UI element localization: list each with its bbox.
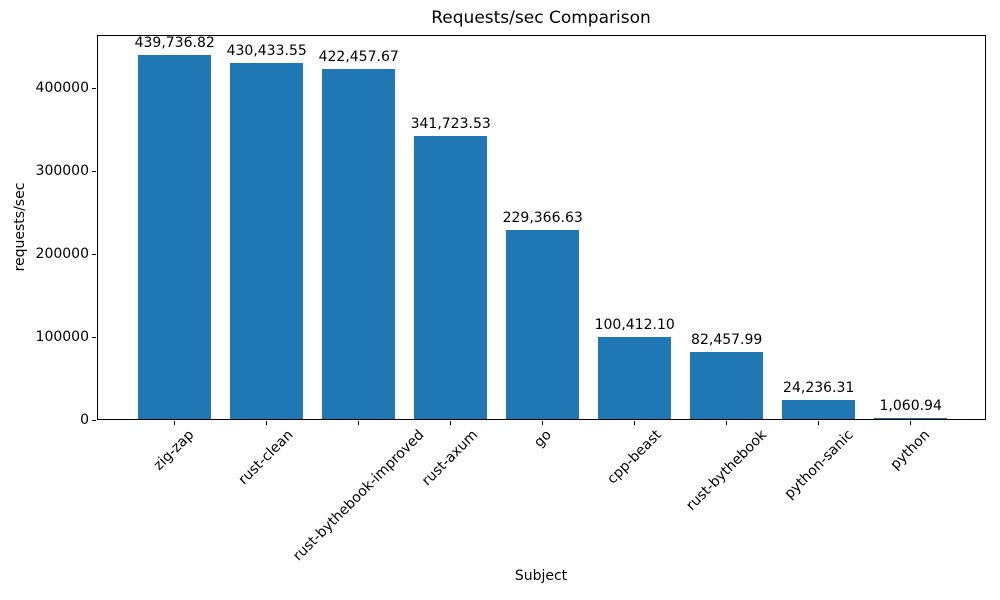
- x-axis-label: Subject: [514, 568, 568, 584]
- x-tick-label: rust-bythebook: [682, 427, 770, 514]
- bar-zig-zap: [137, 55, 212, 420]
- x-tick-label: go: [530, 427, 555, 451]
- y-tick-label: 0: [80, 411, 89, 428]
- y-tick-label: 200000: [35, 245, 89, 262]
- y-tick-mark: [92, 419, 96, 421]
- y-tick-label: 300000: [35, 162, 89, 179]
- bar-python: [873, 418, 948, 420]
- bar-value-label: 1,060.94: [879, 398, 942, 414]
- x-tick-mark: [726, 421, 728, 425]
- x-tick-label: cpp-beast: [604, 427, 665, 488]
- bar-rust-bythebook-improved: [321, 69, 396, 420]
- x-tick-mark: [358, 421, 360, 425]
- x-tick-label: rust-bythebook-improved: [289, 427, 427, 565]
- bar-rust-clean: [229, 62, 304, 420]
- bar-rust-bythebook: [689, 351, 764, 420]
- bar-value-label: 430,433.55: [226, 42, 307, 59]
- x-tick-mark: [634, 421, 636, 425]
- bar-rust-axum: [413, 136, 488, 420]
- x-tick-mark: [542, 421, 544, 425]
- x-tick-mark: [450, 421, 452, 425]
- x-tick-mark: [818, 421, 820, 425]
- bar-value-label: 422,457.67: [318, 49, 399, 66]
- x-tick-label: python: [887, 427, 934, 473]
- x-tick-label: zig-zap: [151, 427, 198, 474]
- bar-value-label: 229,366.63: [502, 209, 583, 226]
- x-tick-label: rust-clean: [235, 427, 297, 488]
- bar-value-label: 341,723.53: [410, 116, 491, 133]
- x-tick-label: python-sanic: [780, 427, 857, 503]
- bar-value-label: 24,236.31: [783, 379, 855, 396]
- x-tick-mark: [174, 421, 176, 425]
- y-tick-label: 100000: [35, 328, 89, 345]
- y-tick-mark: [92, 253, 96, 255]
- bar-python-sanic: [781, 399, 856, 420]
- bar-value-label: 82,457.99: [691, 331, 763, 348]
- x-tick-mark: [266, 421, 268, 425]
- bar-cpp-beast: [597, 336, 672, 420]
- y-tick-mark: [92, 170, 96, 172]
- chart-title: Requests/sec Comparison: [431, 8, 651, 28]
- x-tick-mark: [910, 421, 912, 425]
- bar-value-label: 439,736.82: [134, 35, 215, 52]
- bar-go: [505, 229, 580, 420]
- x-tick-label: rust-axum: [419, 427, 482, 490]
- bar-value-label: 100,412.10: [594, 316, 675, 333]
- y-tick-mark: [92, 87, 96, 89]
- y-tick-label: 400000: [35, 79, 89, 96]
- y-tick-mark: [92, 336, 96, 338]
